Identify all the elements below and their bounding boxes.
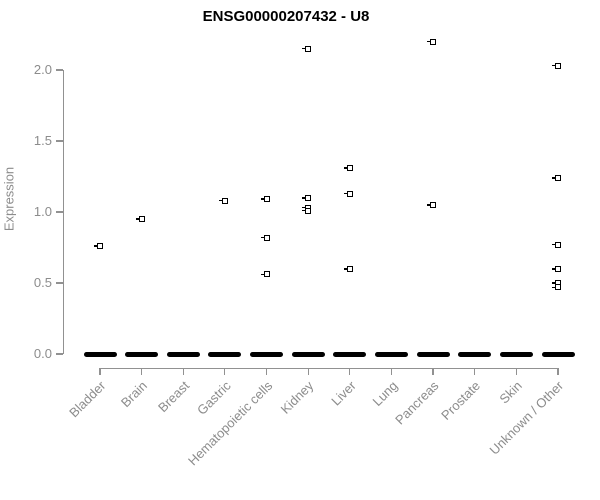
x-tick-label: Breast [154, 378, 192, 416]
data-point-marker [135, 216, 145, 223]
x-axis-tick [99, 368, 101, 375]
x-axis-tick [307, 368, 309, 375]
x-tick-label: Brain [118, 378, 151, 411]
data-point-marker [552, 284, 561, 291]
x-tick-label: Liver [327, 378, 359, 409]
zero-cluster-bar [208, 351, 242, 357]
data-point-marker [302, 194, 312, 201]
zero-cluster-bar [250, 351, 284, 357]
x-tick-label: Kidney [278, 378, 317, 417]
y-axis-tick [56, 353, 63, 355]
x-axis-tick [224, 368, 226, 375]
data-point-marker [343, 190, 353, 197]
zero-cluster-bar [541, 351, 575, 357]
x-tick-label: Prostate [438, 378, 484, 423]
x-tick-label: Gastric [193, 378, 234, 418]
y-tick-label: 0.5 [33, 275, 52, 290]
y-axis-tick [56, 282, 63, 284]
data-point-marker [552, 62, 561, 69]
data-point-marker [260, 196, 270, 203]
x-axis-tick [265, 368, 268, 375]
x-axis-tick [141, 368, 143, 375]
data-point-marker [343, 265, 353, 272]
zero-cluster-bar [374, 351, 408, 357]
y-tick-label: 1.5 [33, 133, 52, 148]
zero-cluster-bar [333, 351, 367, 357]
x-tick-label: Lung [369, 378, 401, 410]
data-point-marker [260, 271, 270, 278]
y-axis-tick [56, 140, 63, 142]
x-axis-tick [432, 368, 434, 375]
data-point-marker [260, 234, 270, 241]
x-tick-label: Pancreas [392, 378, 442, 428]
x-tick-label: Bladder [66, 378, 109, 421]
x-axis-tick [474, 368, 476, 375]
y-tick-label: 0.0 [33, 346, 52, 361]
y-tick-label: 1.0 [33, 204, 52, 219]
data-point-marker [218, 197, 228, 204]
zero-cluster-bar [458, 351, 492, 357]
data-point-marker [552, 174, 561, 181]
data-point-marker [552, 241, 561, 248]
zero-cluster-bar [166, 351, 200, 357]
y-axis-label: Expression [1, 166, 17, 232]
data-point-marker [302, 45, 312, 52]
x-tick-label: Skin [496, 378, 525, 407]
x-axis-tick [557, 368, 559, 375]
x-axis-line [100, 368, 558, 370]
data-point-marker [552, 265, 561, 272]
chart-title: ENSG00000207432 - U8 [202, 8, 370, 25]
y-tick-label: 2.0 [33, 62, 52, 77]
x-tick-label: Unknown / Other [487, 378, 567, 458]
data-point-marker [427, 38, 437, 45]
y-axis-tick [56, 69, 63, 71]
x-axis-tick [349, 368, 351, 375]
data-point-marker [94, 243, 103, 250]
zero-cluster-bar [291, 351, 325, 357]
zero-cluster-bar [499, 351, 533, 357]
x-axis-tick [390, 368, 393, 375]
data-point-marker [427, 201, 437, 208]
x-axis-tick [182, 368, 184, 375]
x-axis-tick [515, 368, 517, 375]
zero-cluster-bar [416, 351, 450, 357]
zero-cluster-bar [125, 351, 159, 357]
y-axis-tick [56, 211, 63, 213]
y-axis-line [63, 70, 65, 354]
data-point-marker [343, 164, 353, 171]
zero-cluster-bar [83, 351, 117, 357]
data-point-marker [302, 207, 312, 214]
